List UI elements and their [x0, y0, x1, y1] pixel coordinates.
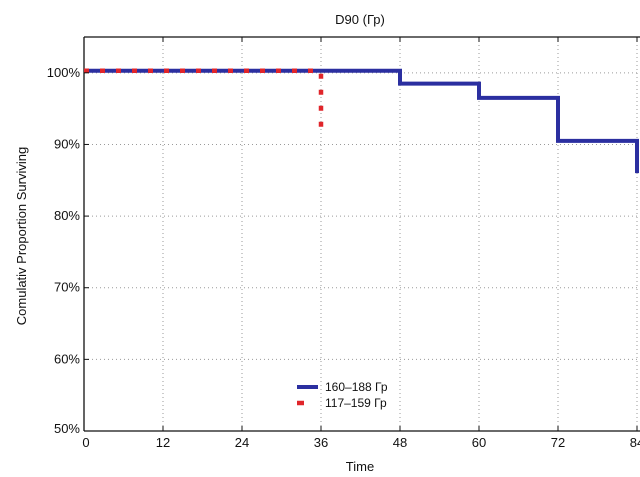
x-tick-label: 24	[235, 435, 249, 450]
y-tick-label: 70%	[54, 280, 80, 295]
x-tick-label: 48	[393, 435, 407, 450]
chart-title: D90 (Гр)	[335, 12, 385, 27]
axis-ticks: 0 12 24 36 48 60 72 84 50% 60% 70% 80% 90% 100%	[47, 37, 640, 450]
y-tick-label: 80%	[54, 208, 80, 223]
x-tick-label: 60	[472, 435, 486, 450]
series-line-117-159	[84, 68, 324, 138]
y-tick-label: 90%	[54, 136, 80, 151]
x-tick-label: 12	[156, 435, 170, 450]
y-axis-title: Comulativ Proportion Surviving	[14, 147, 29, 325]
y-tick-label: 50%	[54, 421, 80, 436]
legend-label-117-159: 117–159 Гр	[325, 396, 387, 410]
x-tick-label: 84	[630, 435, 640, 450]
series-line-160-188	[84, 68, 639, 174]
plot-frame	[83, 36, 640, 432]
x-tick-label: 72	[551, 435, 565, 450]
series-group	[84, 68, 639, 174]
x-tick-label: 0	[82, 435, 89, 450]
y-tick-label: 60%	[54, 351, 80, 366]
x-tick-label: 36	[314, 435, 328, 450]
x-axis-title: Time	[346, 459, 374, 474]
legend-label-160-188: 160–188 Гр	[325, 380, 388, 394]
y-tick-label: 100%	[47, 65, 81, 80]
legend: 160–188 Гр 117–159 Гр	[297, 380, 388, 410]
grid	[84, 37, 640, 431]
